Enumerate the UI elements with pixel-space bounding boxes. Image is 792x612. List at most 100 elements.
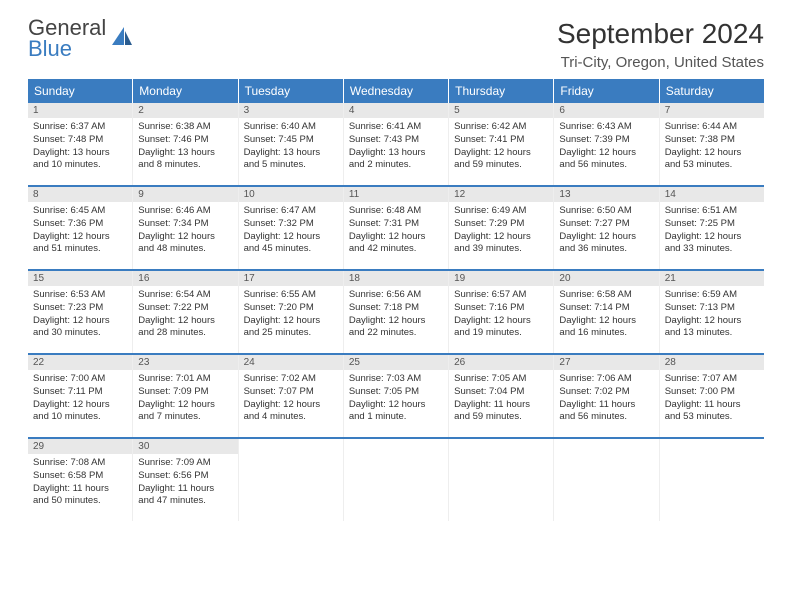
day-number: 25 [344,355,448,370]
sunrise-line: Sunrise: 6:58 AM [559,289,653,302]
day-number: 28 [660,355,764,370]
day-cell: 6Sunrise: 6:43 AMSunset: 7:39 PMDaylight… [554,103,659,185]
sunset-line: Sunset: 7:04 PM [454,386,548,399]
daylight-line: Daylight: 12 hours and 7 minutes. [138,399,232,425]
day-number: 19 [449,271,553,286]
daylight-line: Daylight: 11 hours and 53 minutes. [665,399,759,425]
daylight-line: Daylight: 12 hours and 1 minute. [349,399,443,425]
daylight-line: Daylight: 12 hours and 39 minutes. [454,231,548,257]
calendar: SundayMondayTuesdayWednesdayThursdayFrid… [0,79,792,521]
week-row: 1Sunrise: 6:37 AMSunset: 7:48 PMDaylight… [28,103,764,187]
day-body: Sunrise: 6:44 AMSunset: 7:38 PMDaylight:… [660,118,764,178]
day-cell: 2Sunrise: 6:38 AMSunset: 7:46 PMDaylight… [133,103,238,185]
day-body: Sunrise: 7:02 AMSunset: 7:07 PMDaylight:… [239,370,343,430]
day-number: 24 [239,355,343,370]
day-body: Sunrise: 7:03 AMSunset: 7:05 PMDaylight:… [344,370,448,430]
sunrise-line: Sunrise: 6:54 AM [138,289,232,302]
day-body: Sunrise: 7:05 AMSunset: 7:04 PMDaylight:… [449,370,553,430]
day-number: 14 [660,187,764,202]
day-cell: 1Sunrise: 6:37 AMSunset: 7:48 PMDaylight… [28,103,133,185]
daylight-line: Daylight: 12 hours and 59 minutes. [454,147,548,173]
sunset-line: Sunset: 7:20 PM [244,302,338,315]
location-text: Tri-City, Oregon, United States [557,54,764,71]
day-number: 20 [554,271,658,286]
sunset-line: Sunset: 7:09 PM [138,386,232,399]
sunset-line: Sunset: 6:58 PM [33,470,127,483]
day-cell-empty [660,439,764,521]
sunset-line: Sunset: 7:31 PM [349,218,443,231]
day-number: 23 [133,355,237,370]
sunset-line: Sunset: 7:16 PM [454,302,548,315]
day-number: 6 [554,103,658,118]
day-body: Sunrise: 7:09 AMSunset: 6:56 PMDaylight:… [133,454,237,514]
day-cell: 21Sunrise: 6:59 AMSunset: 7:13 PMDayligh… [660,271,764,353]
sunrise-line: Sunrise: 7:08 AM [33,457,127,470]
day-number: 12 [449,187,553,202]
day-cell: 29Sunrise: 7:08 AMSunset: 6:58 PMDayligh… [28,439,133,521]
sunrise-line: Sunrise: 6:41 AM [349,121,443,134]
daylight-line: Daylight: 12 hours and 45 minutes. [244,231,338,257]
day-cell: 5Sunrise: 6:42 AMSunset: 7:41 PMDaylight… [449,103,554,185]
sunset-line: Sunset: 7:23 PM [33,302,127,315]
sunset-line: Sunset: 6:56 PM [138,470,232,483]
day-body: Sunrise: 6:57 AMSunset: 7:16 PMDaylight:… [449,286,553,346]
day-number: 26 [449,355,553,370]
day-header: Wednesday [344,79,449,103]
day-cell: 9Sunrise: 6:46 AMSunset: 7:34 PMDaylight… [133,187,238,269]
sunset-line: Sunset: 7:22 PM [138,302,232,315]
sunset-line: Sunset: 7:29 PM [454,218,548,231]
sunset-line: Sunset: 7:48 PM [33,134,127,147]
sunrise-line: Sunrise: 6:46 AM [138,205,232,218]
sunrise-line: Sunrise: 7:00 AM [33,373,127,386]
sunrise-line: Sunrise: 6:49 AM [454,205,548,218]
sunrise-line: Sunrise: 6:56 AM [349,289,443,302]
daylight-line: Daylight: 12 hours and 19 minutes. [454,315,548,341]
day-number: 11 [344,187,448,202]
day-number: 7 [660,103,764,118]
daylight-line: Daylight: 11 hours and 56 minutes. [559,399,653,425]
sunset-line: Sunset: 7:45 PM [244,134,338,147]
sunset-line: Sunset: 7:36 PM [33,218,127,231]
day-body: Sunrise: 6:37 AMSunset: 7:48 PMDaylight:… [28,118,132,178]
day-cell-empty [449,439,554,521]
daylight-line: Daylight: 12 hours and 42 minutes. [349,231,443,257]
daylight-line: Daylight: 13 hours and 10 minutes. [33,147,127,173]
sunset-line: Sunset: 7:11 PM [33,386,127,399]
sunrise-line: Sunrise: 7:02 AM [244,373,338,386]
week-row: 15Sunrise: 6:53 AMSunset: 7:23 PMDayligh… [28,271,764,355]
sunrise-line: Sunrise: 6:44 AM [665,121,759,134]
day-body: Sunrise: 6:51 AMSunset: 7:25 PMDaylight:… [660,202,764,262]
logo: General Blue [28,18,134,60]
day-cell: 19Sunrise: 6:57 AMSunset: 7:16 PMDayligh… [449,271,554,353]
sunrise-line: Sunrise: 7:06 AM [559,373,653,386]
day-number: 3 [239,103,343,118]
logo-text: General Blue [28,18,106,60]
daylight-line: Daylight: 11 hours and 47 minutes. [138,483,232,509]
sunset-line: Sunset: 7:39 PM [559,134,653,147]
sunset-line: Sunset: 7:07 PM [244,386,338,399]
day-number: 27 [554,355,658,370]
week-row: 8Sunrise: 6:45 AMSunset: 7:36 PMDaylight… [28,187,764,271]
daylight-line: Daylight: 12 hours and 13 minutes. [665,315,759,341]
day-cell: 16Sunrise: 6:54 AMSunset: 7:22 PMDayligh… [133,271,238,353]
sunrise-line: Sunrise: 6:48 AM [349,205,443,218]
day-cell: 7Sunrise: 6:44 AMSunset: 7:38 PMDaylight… [660,103,764,185]
sunrise-line: Sunrise: 6:51 AM [665,205,759,218]
daylight-line: Daylight: 12 hours and 22 minutes. [349,315,443,341]
sunset-line: Sunset: 7:25 PM [665,218,759,231]
daylight-line: Daylight: 13 hours and 2 minutes. [349,147,443,173]
daylight-line: Daylight: 13 hours and 5 minutes. [244,147,338,173]
daylight-line: Daylight: 11 hours and 59 minutes. [454,399,548,425]
day-header-row: SundayMondayTuesdayWednesdayThursdayFrid… [28,79,764,103]
week-row: 22Sunrise: 7:00 AMSunset: 7:11 PMDayligh… [28,355,764,439]
day-cell: 28Sunrise: 7:07 AMSunset: 7:00 PMDayligh… [660,355,764,437]
sunrise-line: Sunrise: 6:59 AM [665,289,759,302]
day-cell: 12 Sunrise: 6:49 AMSunset: 7:29 PMDayligh… [449,187,554,269]
title-block: September 2024 Tri-City, Oregon, United … [557,18,764,71]
week-row: 29Sunrise: 7:08 AMSunset: 6:58 PMDayligh… [28,439,764,521]
sunrise-line: Sunrise: 7:03 AM [349,373,443,386]
day-cell: 15Sunrise: 6:53 AMSunset: 7:23 PMDayligh… [28,271,133,353]
day-number: 21 [660,271,764,286]
daylight-line: Daylight: 12 hours and 48 minutes. [138,231,232,257]
day-body: Sunrise: 6:55 AMSunset: 7:20 PMDaylight:… [239,286,343,346]
